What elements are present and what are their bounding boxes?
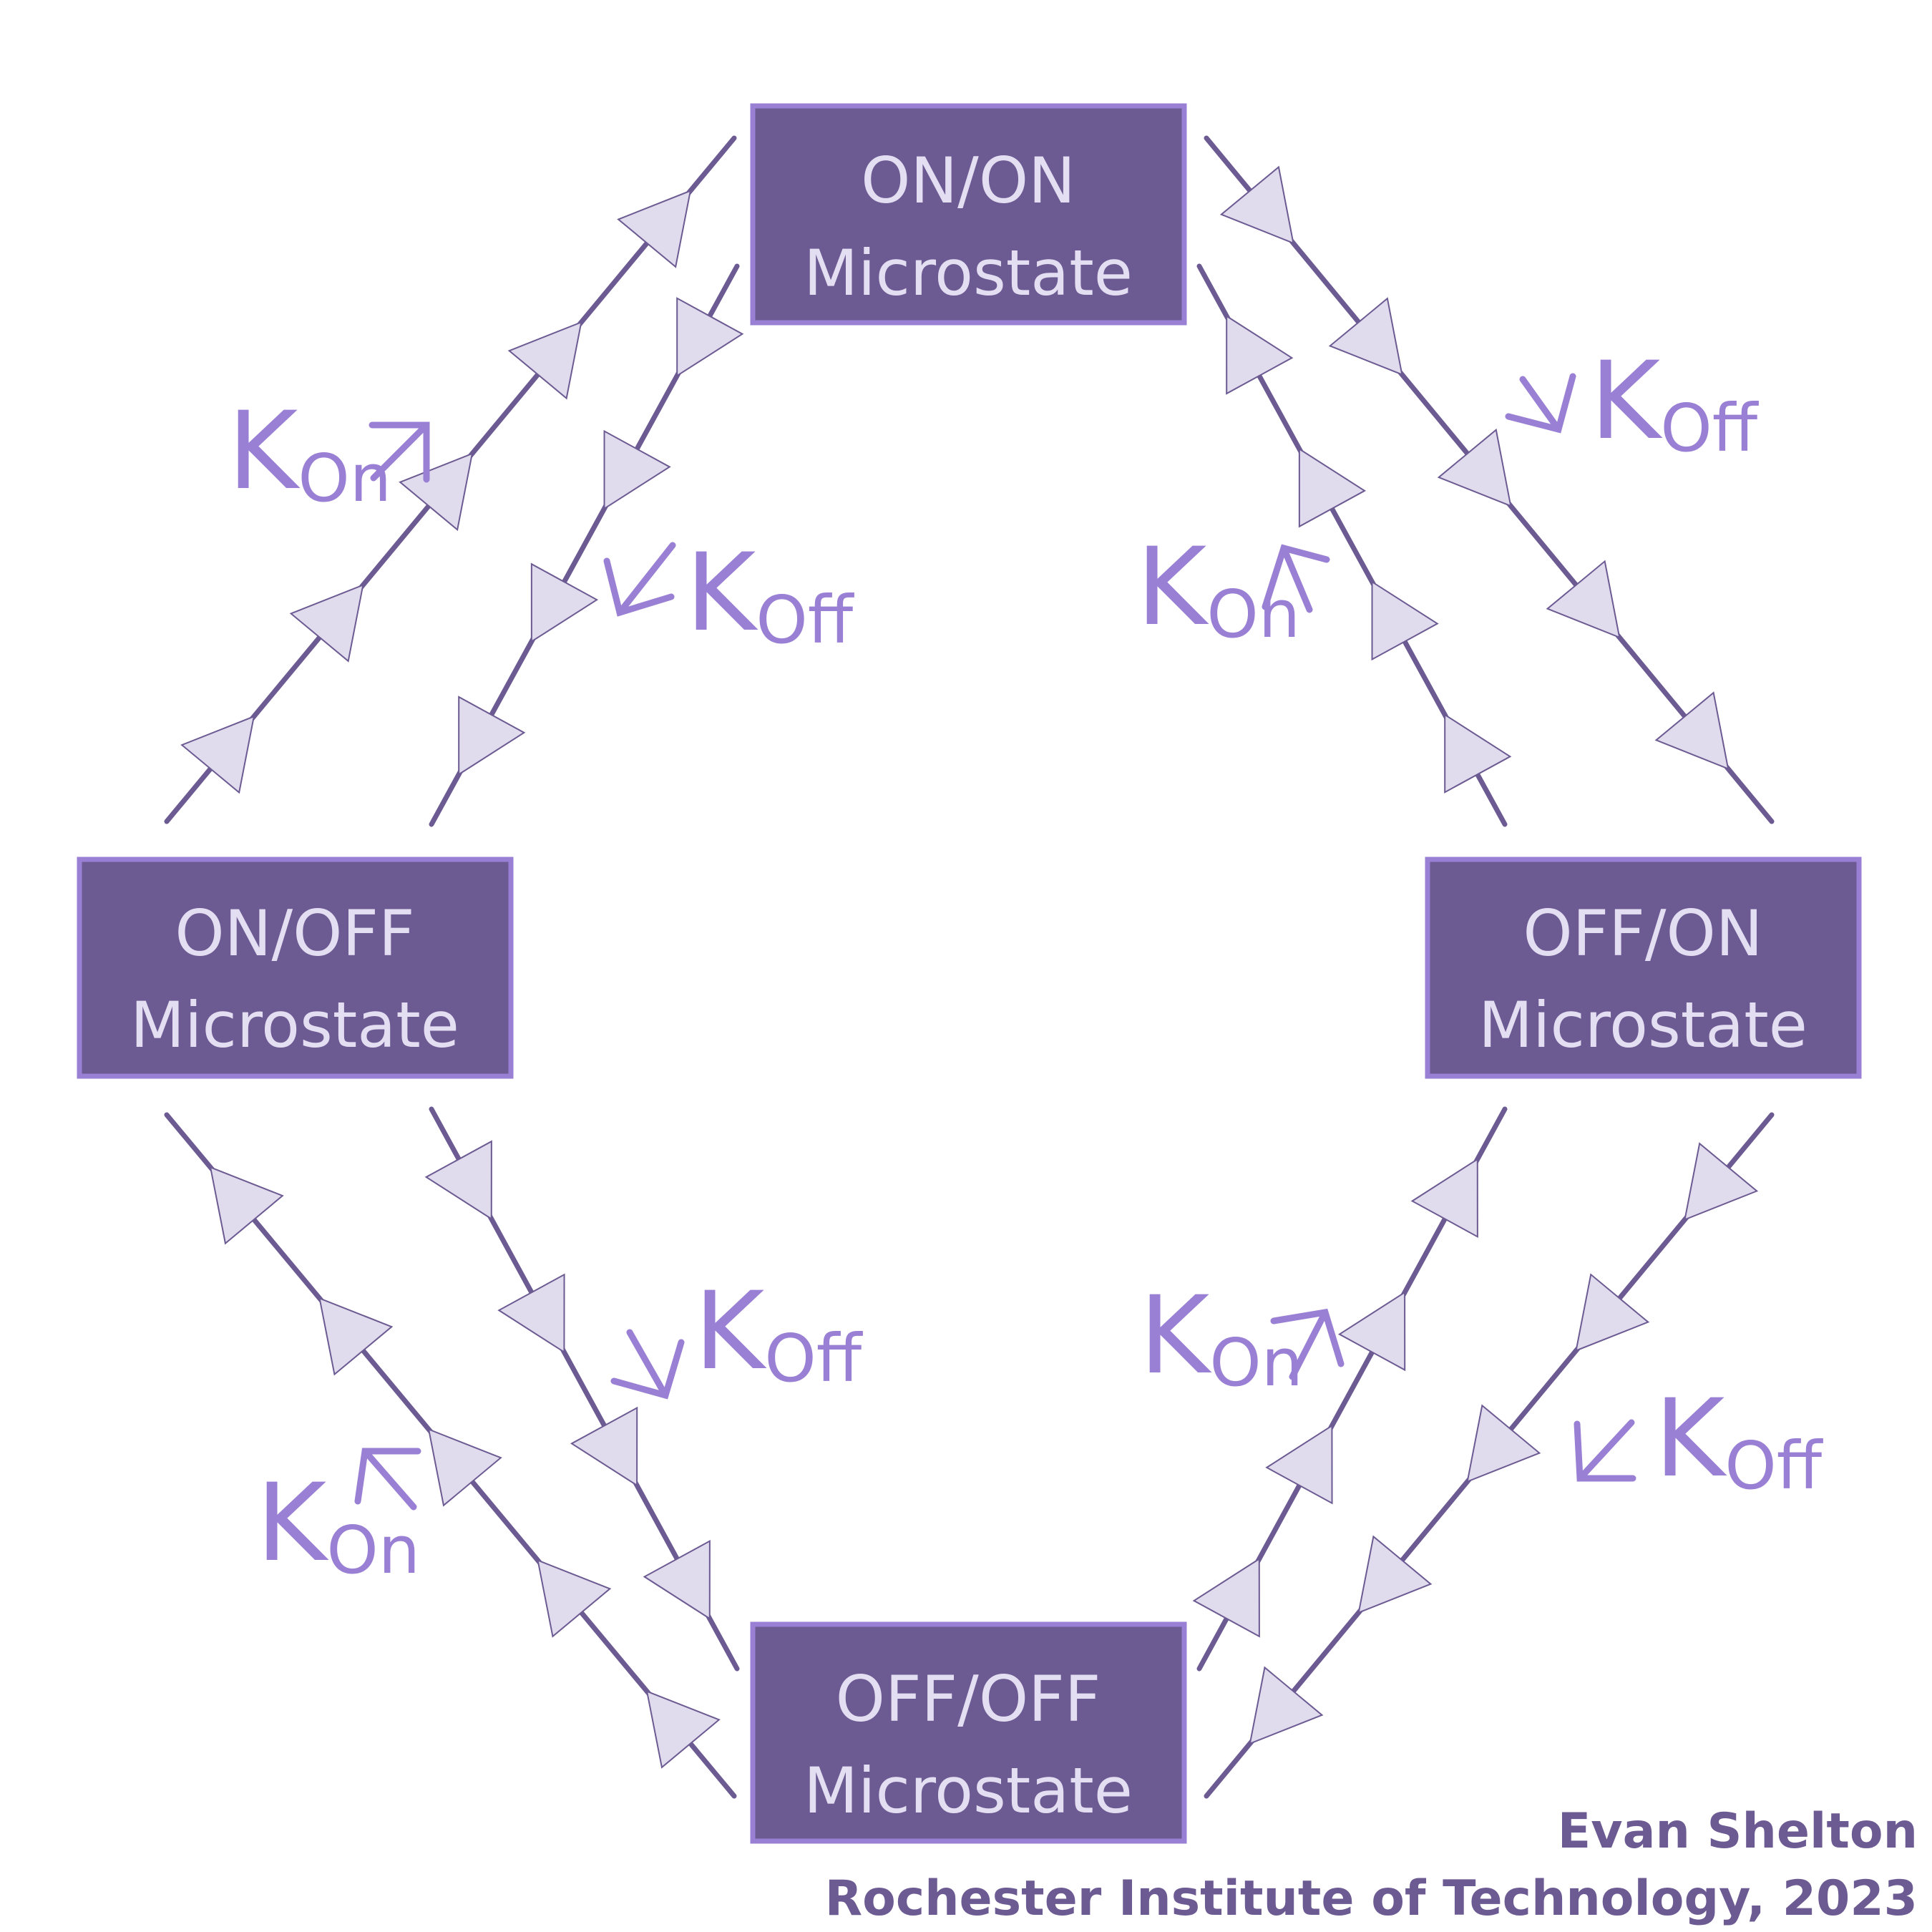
rate-label-koff-upper-left: KOff — [603, 531, 855, 658]
arrowhead-icon — [1546, 560, 1621, 639]
rate-text: KOn — [1139, 1274, 1303, 1401]
state-label-line2: Microstate — [1478, 988, 1807, 1062]
arrowhead-icon — [1226, 314, 1294, 395]
arrowhead-icon — [424, 1140, 492, 1221]
state-label-line2: Microstate — [804, 1754, 1133, 1828]
arrowhead-icon — [617, 190, 692, 268]
arrowhead-icon — [1437, 428, 1512, 507]
state-label-line2: Microstate — [130, 988, 459, 1062]
rate-text: KOn — [228, 389, 391, 517]
state-on-off: ON/OFF Microstate — [77, 857, 514, 1079]
arrowhead-icon — [318, 1297, 394, 1376]
rate-label-koff-upper-right: KOff — [1505, 339, 1760, 467]
state-label-line1: ON/OFF — [175, 897, 414, 970]
state-off-off: OFF/OFF Microstate — [750, 1621, 1187, 1844]
arrow-up-right-icon — [1270, 1308, 1345, 1380]
state-off-on: OFF/ON Microstate — [1425, 857, 1862, 1079]
state-box — [750, 103, 1187, 326]
arrowhead-icon — [507, 321, 582, 400]
rate-text: KOff — [686, 531, 855, 658]
arrowhead-icon — [1298, 447, 1367, 528]
arrow-up-icon — [1262, 544, 1330, 613]
arrowhead-icon — [1575, 1273, 1650, 1352]
credit-author: Evan Shelton — [1558, 1803, 1918, 1860]
arrowhead-icon — [1249, 1666, 1324, 1745]
arrow-up-right-icon — [369, 421, 430, 483]
state-box — [750, 1621, 1187, 1844]
rate-label-koff-lower-left: KOff — [610, 1269, 864, 1400]
arrowhead-icon — [209, 1166, 284, 1245]
arrowhead-icon — [676, 297, 744, 377]
arrowhead-icon — [530, 562, 599, 643]
arrowhead-icon — [1654, 691, 1729, 771]
state-box — [1425, 857, 1862, 1079]
arrowhead-icon — [1357, 1535, 1433, 1614]
arrow-up-left-icon — [354, 1448, 421, 1511]
state-label-line1: OFF/ON — [1523, 897, 1762, 970]
arrow-down-left-icon — [603, 542, 676, 617]
rate-label-kon-upper-right: KOn — [1136, 525, 1330, 653]
state-on-on: ON/ON Microstate — [750, 103, 1187, 326]
arrowhead-icon — [1265, 1424, 1333, 1505]
arrowhead-icon — [399, 452, 474, 532]
arrowhead-icon — [645, 1690, 721, 1769]
arrowhead-icon — [537, 1558, 612, 1638]
state-label-line1: OFF/OFF — [836, 1662, 1101, 1736]
arrowhead-icon — [289, 584, 364, 663]
state-label-line1: ON/ON — [861, 144, 1075, 218]
arrow-down-right-icon — [1505, 373, 1576, 434]
arrowhead-icon — [1219, 165, 1294, 245]
arrowhead-icon — [427, 1428, 502, 1507]
arrowhead-icon — [458, 696, 526, 776]
rate-text: KOn — [1136, 525, 1300, 653]
arrowhead-icon — [603, 429, 671, 510]
rate-text: KOff — [694, 1269, 864, 1397]
arrowhead-icon — [497, 1273, 565, 1354]
arrowhead-icon — [1371, 580, 1439, 661]
arrowhead-icon — [1328, 297, 1403, 376]
state-box — [77, 857, 514, 1079]
arrowhead-icon — [1410, 1158, 1478, 1239]
arrowhead-icon — [1466, 1404, 1541, 1483]
credit-institution: Rochester Institute of Technology, 2023 — [825, 1870, 1918, 1927]
arrow-down-left-icon — [1574, 1419, 1636, 1482]
arrowhead-icon — [180, 715, 255, 794]
arrowhead-icon — [1337, 1291, 1406, 1372]
arrowhead-icon — [570, 1406, 638, 1487]
rate-label-kon-upper-left: KOn — [228, 389, 430, 517]
arrowhead-icon — [1444, 713, 1512, 794]
rate-text: KOff — [1654, 1377, 1824, 1504]
rate-text: KOn — [256, 1461, 420, 1589]
rate-label-kon-lower-right: KOn — [1139, 1274, 1345, 1401]
state-label-line2: Microstate — [804, 236, 1133, 310]
arrowhead-icon — [1192, 1557, 1260, 1638]
direction-arrowheads — [180, 165, 1759, 1769]
rate-label-koff-lower-right: KOff — [1574, 1377, 1824, 1504]
arrowhead-icon — [643, 1539, 711, 1620]
arrow-down-right-icon — [610, 1329, 685, 1400]
rate-text: KOff — [1590, 339, 1760, 467]
rate-label-kon-lower-left: KOn — [256, 1448, 421, 1589]
arrowhead-icon — [1684, 1142, 1759, 1221]
